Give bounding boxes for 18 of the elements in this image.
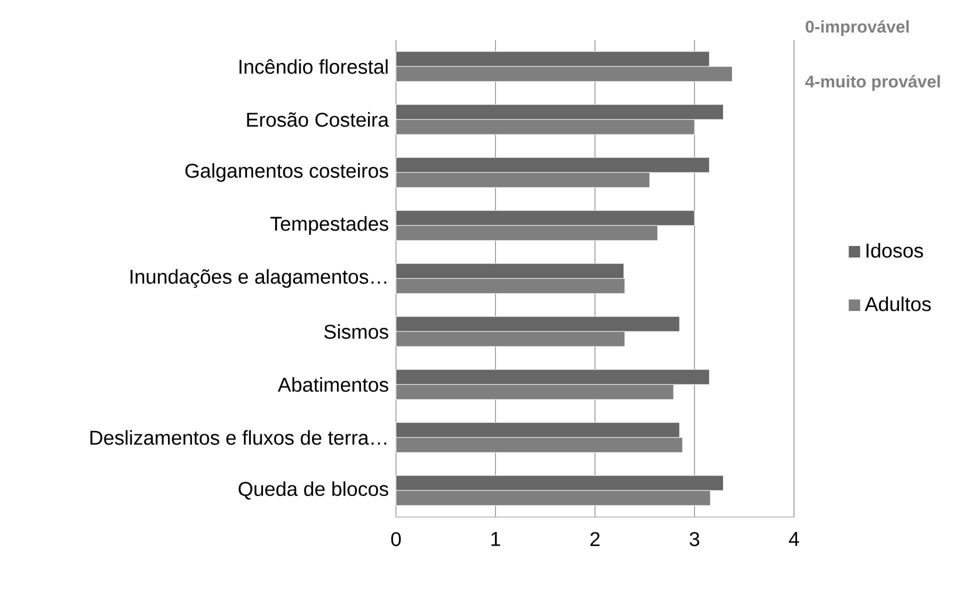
y-tick-label: Abatimentos [278, 377, 388, 392]
y-tick-label: Sismos [324, 324, 388, 339]
legend-label: Idosos [866, 243, 923, 258]
y-tick-label: Inundações e alagamentos… [130, 269, 386, 288]
y-tick-label: Incêndio florestal [240, 59, 388, 74]
text: 4-muito provável [805, 74, 940, 91]
legend-label: Adultos [864, 296, 931, 312]
x-tick-label: 3 [690, 532, 700, 546]
x-tick-label: 0 [391, 532, 401, 546]
y-tick-label: Queda de blocos [238, 481, 388, 500]
y-tick-label: Tempestades [270, 216, 388, 235]
x-tick-label: 2 [590, 532, 600, 546]
x-tick-label: 4 [788, 532, 799, 546]
y-tick-label: Erosão Costeira [247, 112, 389, 127]
y-tick-label: Deslizamentos e fluxos de terra… [90, 430, 386, 445]
x-tick-label: 1 [491, 532, 500, 546]
y-tick-label: Galgamentos costeiros [185, 163, 388, 182]
text: 0-improvável [806, 20, 909, 36]
